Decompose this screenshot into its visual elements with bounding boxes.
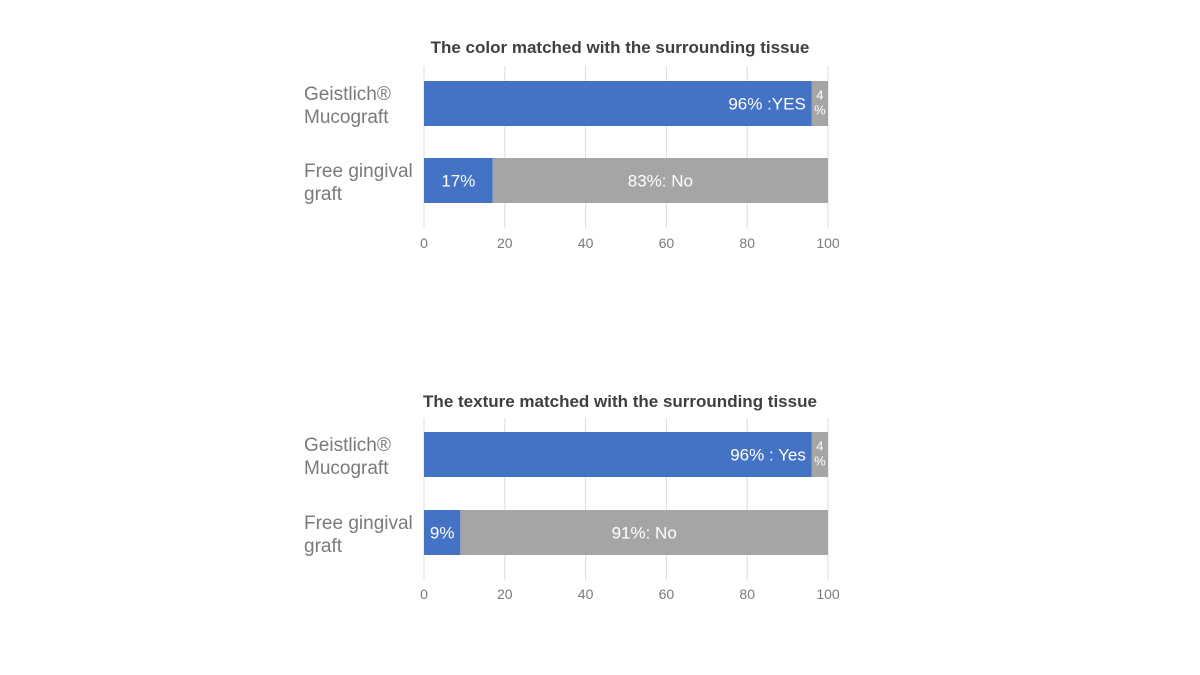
data-label: 91%: No xyxy=(612,524,677,543)
data-label: 4% xyxy=(814,88,826,118)
x-tick-label: 0 xyxy=(420,235,428,251)
bar-segment xyxy=(424,158,493,203)
data-label: 83%: No xyxy=(628,172,693,191)
x-tick-label: 80 xyxy=(739,586,755,602)
x-tick-label: 80 xyxy=(739,235,755,251)
bar-segment xyxy=(424,81,812,126)
data-label: 4% xyxy=(814,439,826,469)
category-label: Free gingival xyxy=(304,513,413,534)
x-tick-label: 40 xyxy=(578,586,594,602)
category-label: graft xyxy=(304,536,343,557)
x-tick-label: 40 xyxy=(578,235,594,251)
chart-title: The texture matched with the surrounding… xyxy=(423,392,817,411)
color-match-chart: The color matched with the surrounding t… xyxy=(304,38,840,251)
category-label: graft xyxy=(304,184,343,205)
bar-segment xyxy=(492,158,828,203)
category-label: Geistlich® xyxy=(304,435,391,456)
texture-match-chart: The texture matched with the surrounding… xyxy=(304,392,840,602)
category-label: Free gingival xyxy=(304,161,413,182)
data-label: 9% xyxy=(430,524,455,543)
bar-segment xyxy=(424,510,461,555)
category-label: Mucograft xyxy=(304,458,389,479)
x-tick-label: 20 xyxy=(497,235,513,251)
chart-title: The color matched with the surrounding t… xyxy=(431,38,810,57)
data-label: 96% :YES xyxy=(728,95,806,114)
bar-segment xyxy=(811,432,828,477)
x-tick-label: 0 xyxy=(420,586,428,602)
data-label: 96% : Yes xyxy=(730,446,806,465)
data-label: 17% xyxy=(441,172,475,191)
x-tick-label: 60 xyxy=(659,235,675,251)
bar-segment xyxy=(424,432,812,477)
category-label: Mucograft xyxy=(304,107,389,128)
bar-segment xyxy=(460,510,828,555)
x-tick-label: 100 xyxy=(816,235,840,251)
x-tick-label: 100 xyxy=(816,586,840,602)
category-label: Geistlich® xyxy=(304,84,391,105)
x-tick-label: 20 xyxy=(497,586,513,602)
bar-segment xyxy=(811,81,828,126)
x-tick-label: 60 xyxy=(659,586,675,602)
